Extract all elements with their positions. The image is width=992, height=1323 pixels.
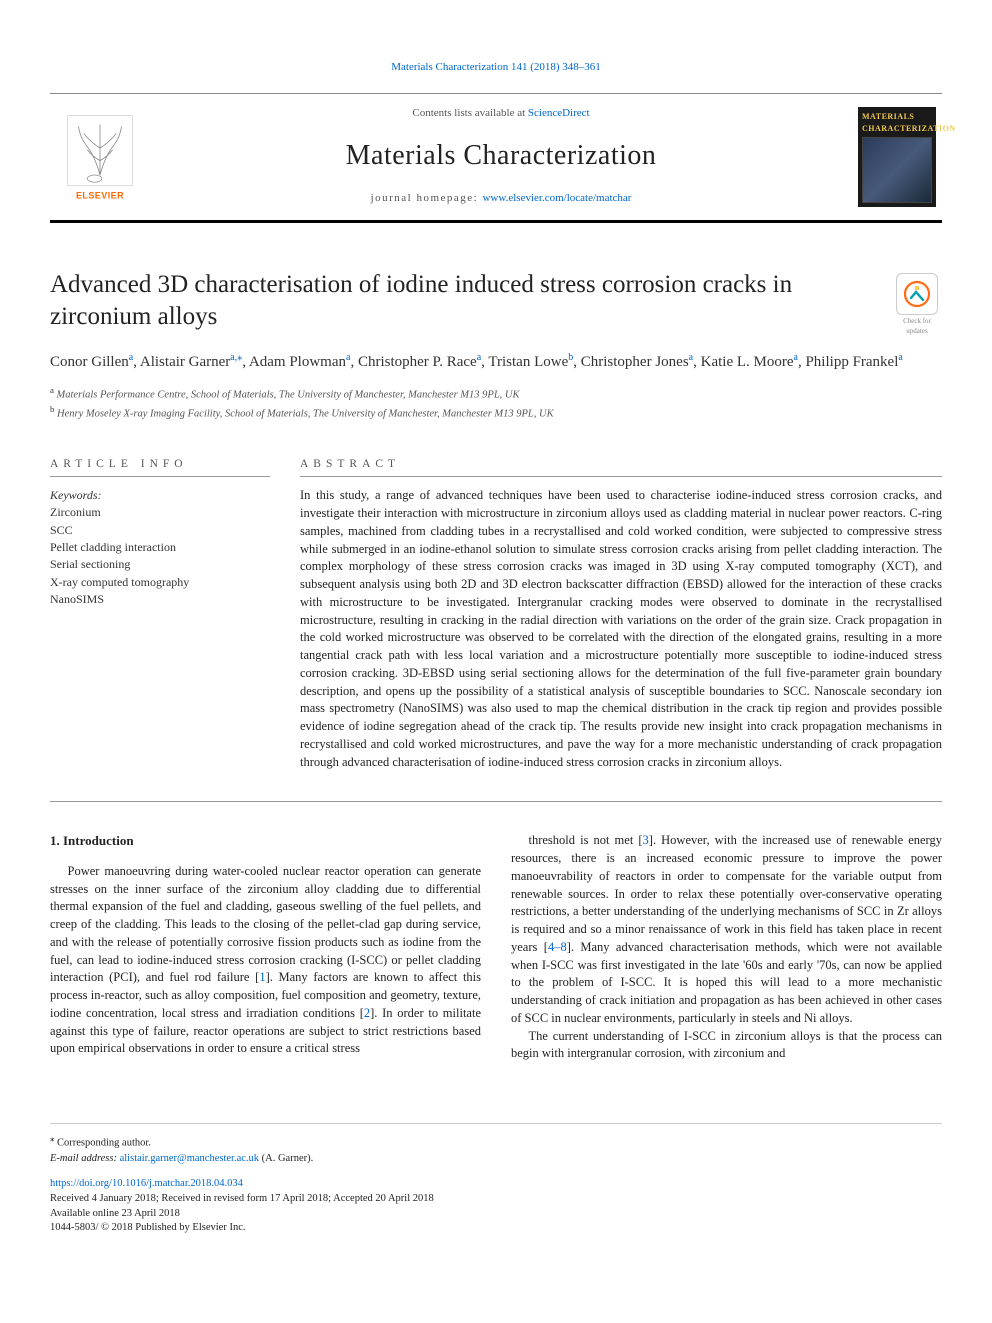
affiliation-list: a Materials Performance Centre, School o… [50,384,942,423]
author: Adam Plowman [249,354,346,370]
info-abstract-row: ARTICLE INFO Keywords: ZirconiumSCCPelle… [50,456,942,771]
abstract-column: ABSTRACT In this study, a range of advan… [300,456,942,771]
history-online: Available online 23 April 2018 [50,1207,942,1222]
keywords-label: Keywords: [50,487,270,504]
keyword: Pellet cladding interaction [50,539,270,556]
journal-ref-link[interactable]: Materials Characterization 141 (2018) 34… [391,61,601,73]
journal-cover-thumb: MATERIALS CHARACTERIZATION [852,94,942,220]
article-header: Advanced 3D characterisation of iodine i… [50,269,942,422]
corr-email-link[interactable]: alistair.garner@manchester.ac.uk [120,1153,259,1164]
citation-link[interactable]: 4–8 [548,940,567,954]
publisher-logo: ELSEVIER [50,94,150,220]
abstract-text: In this study, a range of advanced techn… [300,487,942,771]
body-column-left: 1. Introduction Power manoeuvring during… [50,832,481,1063]
author: Tristan Lowe [488,354,568,370]
author: Christopher Jones [581,354,689,370]
page-root: Materials Characterization 141 (2018) 34… [0,0,992,1266]
footer-block: https://doi.org/10.1016/j.matchar.2018.0… [50,1177,942,1236]
crossmark-icon [903,280,931,308]
doi-link[interactable]: https://doi.org/10.1016/j.matchar.2018.0… [50,1178,243,1189]
citation-link[interactable]: 1 [259,970,265,984]
citation-link[interactable]: 2 [364,1006,370,1020]
citation-link[interactable]: 3 [643,833,649,847]
homepage-link[interactable]: www.elsevier.com/locate/matchar [482,192,631,204]
footnotes: ⁎ Corresponding author. E-mail address: … [50,1123,942,1167]
keyword: NanoSIMS [50,591,270,608]
keyword: SCC [50,522,270,539]
check-updates-caption: Check for updates [892,317,942,337]
affiliation: b Henry Moseley X-ray Imaging Facility, … [50,403,942,422]
author: Alistair Garner [140,354,230,370]
body-columns: 1. Introduction Power manoeuvring during… [50,832,942,1063]
author: Conor Gillen [50,354,129,370]
corr-mark: ⁎ [50,1133,54,1143]
body-column-right: threshold is not met [3]. However, with … [511,832,942,1063]
email-note: E-mail address: alistair.garner@manchest… [50,1151,942,1167]
contents-prefix: Contents lists available at [412,107,527,119]
journal-reference: Materials Characterization 141 (2018) 34… [50,60,942,75]
email-label: E-mail address: [50,1153,120,1164]
keyword: Serial sectioning [50,556,270,573]
keyword: X-ray computed tomography [50,574,270,591]
sciencedirect-link[interactable]: ScienceDirect [528,107,590,119]
section-divider [50,801,942,802]
intro-para-1: Power manoeuvring during water-cooled nu… [50,863,481,1058]
history-received: Received 4 January 2018; Received in rev… [50,1192,942,1207]
author: Philipp Frankel [805,354,898,370]
author: Christopher P. Race [358,354,477,370]
intro-para-2: threshold is not met [3]. However, with … [511,832,942,1027]
journal-name: Materials Characterization [160,136,842,175]
homepage-line: journal homepage: www.elsevier.com/locat… [160,191,842,206]
homepage-prefix: journal homepage: [371,192,483,204]
corresponding-note: ⁎ Corresponding author. [50,1132,942,1151]
masthead-center: Contents lists available at ScienceDirec… [150,94,852,220]
article-info-head: ARTICLE INFO [50,456,270,477]
abstract-head: ABSTRACT [300,456,942,477]
copyright-line: 1044-5803/ © 2018 Published by Elsevier … [50,1221,942,1236]
corr-label: Corresponding author. [57,1138,151,1149]
affiliation: a Materials Performance Centre, School o… [50,384,942,403]
cover-title: MATERIALS CHARACTERIZATION [862,111,932,133]
cover-image-icon [862,137,932,204]
keyword: Zirconium [50,504,270,521]
email-paren: (A. Garner). [259,1153,313,1164]
section-heading: 1. Introduction [50,832,481,850]
keywords-list: ZirconiumSCCPellet cladding interactionS… [50,504,270,608]
publisher-label: ELSEVIER [76,191,124,201]
intro-para-3: The current understanding of I-SCC in zi… [511,1028,942,1064]
author: Katie L. Moore [701,354,794,370]
author-list: Conor Gillena, Alistair Garnera,⁎, Adam … [50,350,942,374]
elsevier-tree-icon: ELSEVIER [60,112,140,202]
check-updates-badge[interactable]: Check for updates [892,273,942,337]
masthead: ELSEVIER Contents lists available at Sci… [50,93,942,223]
article-info-column: ARTICLE INFO Keywords: ZirconiumSCCPelle… [50,456,270,771]
contents-line: Contents lists available at ScienceDirec… [160,106,842,121]
article-title: Advanced 3D characterisation of iodine i… [50,269,942,332]
